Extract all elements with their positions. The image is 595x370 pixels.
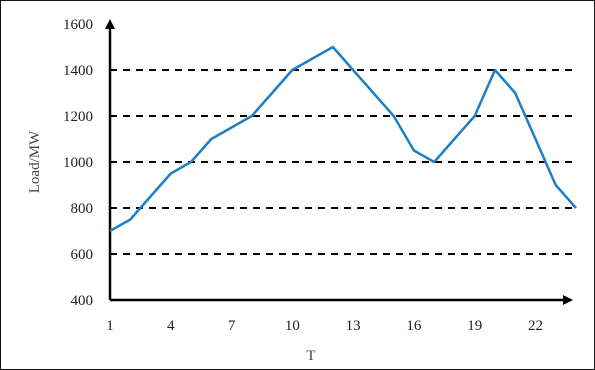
x-tick-label-22: 22 [528,318,543,334]
x-axis-title: T [306,348,315,364]
y-tick-label-600: 600 [71,247,94,263]
series-group [109,45,577,233]
y-tick-label-800: 800 [71,201,94,217]
x-tick-label-19: 19 [467,318,482,334]
dashed-reference-lines [110,69,576,255]
y-axis-title: Load/MW [27,130,43,193]
y-axis-tick-labels: 400 600 800 1000 1200 1400 1600 [63,17,93,309]
y-tick-label-1600: 1600 [63,17,93,33]
x-tick-label-13: 13 [346,318,361,334]
y-tick-label-1000: 1000 [63,155,93,171]
y-tick-label-1400: 1400 [63,63,93,79]
x-tick-label-7: 7 [228,318,236,334]
x-axis-tick-labels: 1 4 7 10 13 16 19 22 [106,318,543,334]
x-tick-label-1: 1 [106,318,114,334]
series-line-0 [109,45,577,233]
x-tick-label-10: 10 [285,318,300,334]
y-tick-label-400: 400 [71,293,94,309]
x-tick-label-4: 4 [167,318,175,334]
x-tick-label-16: 16 [406,318,422,334]
axes [105,19,573,305]
y-tick-label-1200: 1200 [63,109,93,125]
